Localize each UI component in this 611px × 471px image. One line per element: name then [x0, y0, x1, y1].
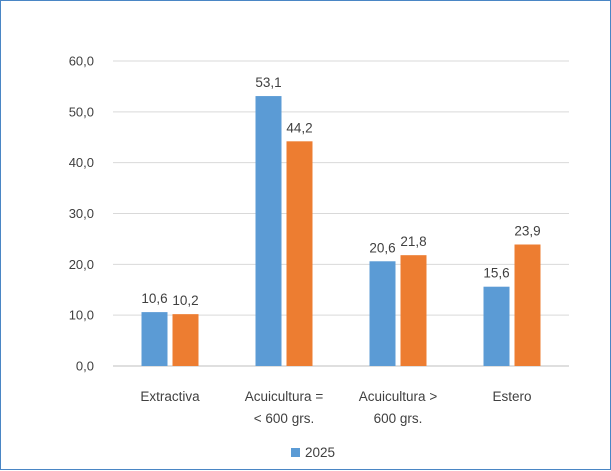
bar-orange [400, 255, 427, 366]
category-label: 600 grs. [374, 411, 423, 426]
data-label: 44,2 [286, 120, 312, 135]
data-label: 20,6 [369, 240, 395, 255]
y-tick-label: 10,0 [69, 308, 94, 323]
y-tick-label: 0,0 [76, 359, 94, 374]
category-label: Extractiva [140, 389, 200, 404]
y-tick-label: 20,0 [69, 257, 94, 272]
y-tick-label: 50,0 [69, 104, 94, 119]
category-label: Acuicultura = [245, 389, 324, 404]
bar-blue [369, 261, 396, 366]
data-label: 23,9 [514, 224, 540, 239]
y-tick-label: 40,0 [69, 155, 94, 170]
legend-marker [291, 448, 300, 457]
bar-blue [483, 286, 510, 366]
y-tick-label: 60,0 [69, 54, 94, 69]
legend-label: 2025 [305, 445, 335, 460]
category-label: Estero [492, 389, 531, 404]
bar-blue [255, 96, 282, 366]
y-tick-label: 30,0 [69, 206, 94, 221]
data-label: 10,2 [172, 293, 198, 308]
category-label: < 600 grs. [254, 411, 314, 426]
bar-orange [172, 314, 199, 366]
data-label: 10,6 [141, 291, 167, 306]
category-label: Acuicultura > [359, 389, 438, 404]
bar-orange [286, 141, 313, 366]
data-label: 15,6 [483, 266, 509, 281]
bar-blue [141, 312, 168, 366]
data-label: 21,8 [400, 234, 426, 249]
data-label: 53,1 [255, 75, 281, 90]
bar-orange [514, 244, 541, 366]
